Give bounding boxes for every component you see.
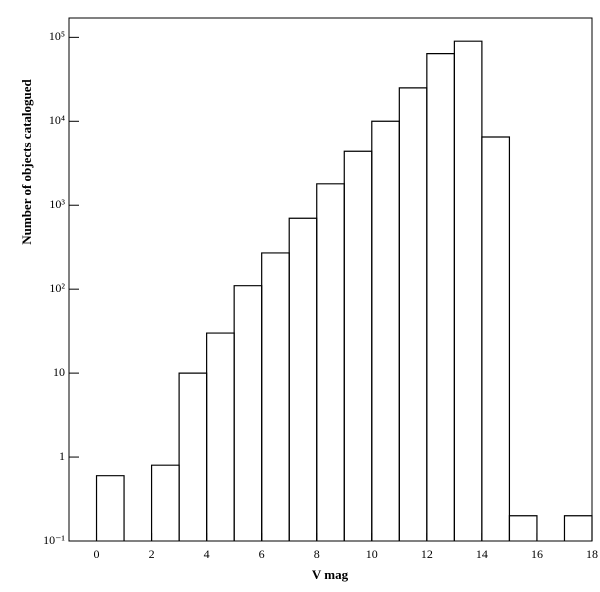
histogram-bar [288,217,318,541]
y-axis-label: Number of objects catalogued [19,78,34,244]
y-tick-label: 10⁵ [49,29,65,43]
x-axis-label: V mag [312,567,349,582]
y-tick-label: 10⁴ [49,113,65,127]
histogram-bar [178,372,208,541]
histogram-bar [261,252,290,541]
histogram-bar [563,515,593,541]
histogram-bar [206,332,235,541]
y-tick-label: 10⁻¹ [43,533,65,547]
x-tick-label: 14 [476,547,488,561]
histogram-bar [453,40,483,541]
histogram-bar [316,183,345,541]
plot-frame [68,17,593,542]
histogram-bar [481,136,511,541]
y-tick-label: 10 [53,365,65,379]
x-tick-label: 2 [149,547,155,561]
y-tick-label: 10² [49,281,65,295]
x-tick-label: 10 [366,547,378,561]
histogram-bar [398,87,428,541]
x-tick-label: 4 [204,547,210,561]
x-tick-label: 6 [259,547,265,561]
histogram-bar [233,285,263,541]
histogram-bar [371,120,400,541]
histogram-bar [343,150,373,541]
x-tick-label: 18 [586,547,598,561]
histogram-bar [508,515,538,541]
histogram-bar [95,475,125,541]
x-tick-label: 8 [314,547,320,561]
x-tick-label: 0 [94,547,100,561]
y-tick-label: 10³ [49,197,65,211]
histogram-bar [150,464,180,541]
x-tick-label: 16 [531,547,543,561]
x-tick-label: 12 [421,547,433,561]
y-tick-label: 1 [59,449,65,463]
histogram-bar [426,53,455,541]
